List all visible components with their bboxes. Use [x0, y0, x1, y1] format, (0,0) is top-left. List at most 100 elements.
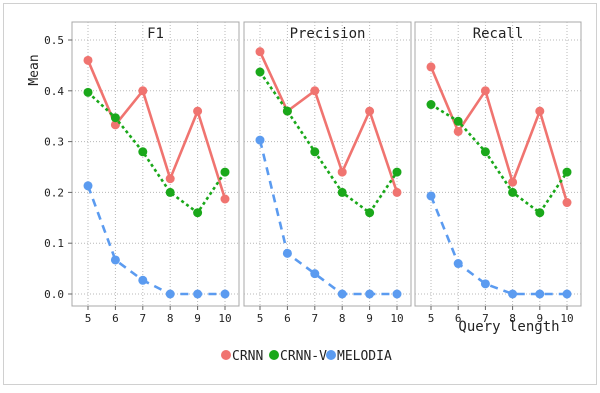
legend-item-crnn: CRNN — [221, 349, 263, 364]
data-point-crnn-v — [392, 167, 402, 177]
data-point-melodia — [453, 259, 463, 269]
data-point-melodia — [220, 289, 230, 299]
data-point-crnn — [193, 106, 203, 116]
data-point-crnn — [337, 167, 347, 177]
data-point-melodia — [193, 289, 203, 299]
legend-item-crnn-v: CRNN-V — [269, 349, 327, 364]
data-point-crnn-v — [165, 187, 175, 197]
x-tick-label: 9 — [366, 312, 373, 325]
data-point-melodia — [365, 289, 375, 299]
data-point-melodia — [508, 289, 518, 299]
data-point-melodia — [255, 135, 265, 145]
data-point-crnn — [310, 86, 320, 96]
data-point-crnn — [392, 187, 402, 197]
data-point-crnn-v — [220, 167, 230, 177]
data-point-melodia — [562, 289, 572, 299]
legend-label: CRNN — [232, 349, 263, 364]
data-point-crnn-v — [480, 147, 490, 157]
data-point-crnn-v — [255, 67, 265, 77]
y-axis-label: Mean — [27, 54, 42, 85]
data-point-crnn-v — [365, 208, 375, 218]
data-point-crnn-v — [193, 208, 203, 218]
data-point-crnn-v — [282, 106, 292, 116]
data-point-crnn — [83, 55, 93, 65]
data-point-crnn — [138, 86, 148, 96]
panel-f1: 0.0 0.1 0.2 0.3 0.4 0.5 5 6 7 8 9 10 F1 — [44, 21, 240, 325]
y-tick-label: 0.2 — [44, 186, 64, 199]
legend-marker — [326, 350, 336, 360]
data-point-crnn-v — [426, 100, 436, 110]
data-point-crnn-v — [337, 187, 347, 197]
data-point-crnn — [508, 177, 518, 187]
series-line-melodia — [429, 195, 567, 296]
y-tick-label: 0.1 — [44, 237, 64, 250]
data-point-crnn — [220, 194, 230, 204]
data-point-crnn-v — [453, 116, 463, 126]
data-point-melodia — [535, 289, 545, 299]
series-line-crnn-v — [430, 103, 569, 215]
panels: 0.0 0.1 0.2 0.3 0.4 0.5 5 6 7 8 9 10 F1 5 6 7 8 9 10 Precis… — [44, 21, 582, 325]
data-point-crnn-v — [562, 167, 572, 177]
data-point-crnn — [165, 174, 175, 184]
series-line-crnn — [258, 51, 399, 193]
data-point-melodia — [138, 275, 148, 285]
y-tick-label: 0.4 — [44, 85, 64, 98]
panel-recall: 5 6 7 8 9 10 Recall — [414, 21, 582, 325]
x-tick-label: 5 — [428, 312, 435, 325]
data-point-crnn — [365, 106, 375, 116]
x-axis-label: Query length — [458, 319, 559, 335]
data-point-crnn-v — [138, 147, 148, 157]
data-point-crnn-v — [535, 208, 545, 218]
data-point-crnn — [480, 86, 490, 96]
x-tick-label: 5 — [257, 312, 264, 325]
y-tick-label: 0.5 — [44, 34, 64, 47]
legend-label: CRNN-V — [280, 349, 327, 364]
legend-item-melodia: MELODIA — [326, 349, 392, 364]
data-point-melodia — [337, 289, 347, 299]
x-tick-label: 9 — [194, 312, 201, 325]
panel-frame — [243, 21, 412, 307]
panel-title: F1 — [147, 26, 164, 42]
data-point-melodia — [392, 289, 402, 299]
panel-precision: 5 6 7 8 9 10 Precision — [243, 21, 412, 325]
legend: CRNN CRNN-V MELODIA — [221, 349, 392, 364]
x-tick-label: 6 — [455, 312, 462, 325]
data-point-crnn — [426, 62, 436, 72]
x-tick-label: 7 — [311, 312, 318, 325]
panel-title: Recall — [473, 26, 524, 42]
x-tick-label: 9 — [536, 312, 543, 325]
data-point-crnn-v — [83, 87, 93, 97]
data-point-crnn-v — [508, 187, 518, 197]
panel-title: Precision — [290, 26, 366, 42]
series-line-melodia — [258, 139, 397, 296]
series-line-crnn-v — [87, 91, 227, 215]
x-tick-label: 8 — [509, 312, 516, 325]
data-point-crnn — [255, 47, 265, 57]
x-tick-label: 10 — [390, 312, 403, 325]
data-point-melodia — [110, 255, 120, 265]
data-point-crnn — [535, 106, 545, 116]
x-tick-label: 8 — [339, 312, 346, 325]
series-line-crnn — [429, 66, 569, 203]
legend-marker — [221, 350, 231, 360]
data-point-crnn — [562, 198, 572, 208]
figure-border — [3, 3, 597, 385]
panel-frame — [71, 21, 240, 307]
data-point-crnn-v — [310, 147, 320, 157]
data-point-melodia — [310, 269, 320, 279]
data-point-melodia — [480, 279, 490, 289]
x-tick-label: 6 — [112, 312, 119, 325]
series-line-crnn — [86, 59, 227, 200]
data-point-melodia — [165, 289, 175, 299]
x-tick-label: 5 — [85, 312, 92, 325]
data-point-crnn-v — [110, 113, 120, 123]
series-line-melodia — [86, 185, 225, 296]
legend-label: MELODIA — [337, 349, 392, 364]
data-point-melodia — [282, 248, 292, 258]
data-point-melodia — [426, 191, 436, 201]
y-tick-label: 0.3 — [44, 136, 64, 149]
series-line-crnn-v — [258, 71, 399, 215]
data-point-melodia — [83, 181, 93, 191]
